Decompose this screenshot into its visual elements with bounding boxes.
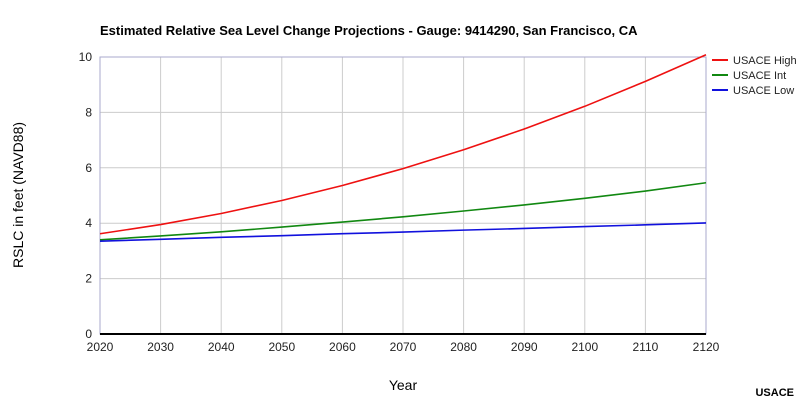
x-tick-label: 2070 bbox=[390, 340, 417, 354]
y-tick-labels: 0 2 4 6 8 10 bbox=[79, 50, 93, 341]
y-tick-label: 0 bbox=[85, 327, 92, 341]
y-tick-label: 10 bbox=[79, 50, 93, 64]
x-tick-label: 2050 bbox=[268, 340, 295, 354]
y-tick-label: 6 bbox=[85, 161, 92, 175]
y-tick-label: 8 bbox=[85, 105, 92, 119]
x-tick-label: 2110 bbox=[632, 340, 658, 354]
x-tick-label: 2020 bbox=[87, 340, 114, 354]
y-tick-label: 4 bbox=[85, 216, 92, 230]
x-tick-label: 2080 bbox=[450, 340, 477, 354]
legend-label-usace-int: USACE Int bbox=[733, 70, 786, 82]
series-line-usace-high bbox=[99, 54, 707, 235]
x-tick-label: 2090 bbox=[511, 340, 538, 354]
x-tick-label: 2100 bbox=[571, 340, 598, 354]
x-tick-labels: 2020 2030 2040 2050 2060 2070 2080 2090 2100 2110… bbox=[87, 340, 720, 354]
x-tick-label: 2040 bbox=[208, 340, 235, 354]
series-group bbox=[99, 54, 707, 242]
legend-label-usace-low: USACE Low bbox=[733, 85, 794, 97]
y-axis-label: RSLC in feet (NAVD88) bbox=[10, 122, 26, 268]
y-tick-label: 2 bbox=[85, 272, 92, 286]
credit-label: USACE bbox=[755, 387, 794, 399]
x-tick-label: 2030 bbox=[147, 340, 174, 354]
x-axis-label: Year bbox=[389, 377, 418, 393]
grid bbox=[100, 57, 706, 334]
series-line-usace-low bbox=[99, 222, 707, 242]
x-tick-label: 2060 bbox=[329, 340, 356, 354]
legend-label-usace-high: USACE High bbox=[733, 55, 797, 67]
chart-title: Estimated Relative Sea Level Change Proj… bbox=[100, 23, 638, 38]
series-line-usace-int bbox=[99, 181, 707, 241]
legend: USACE High USACE Int USACE Low bbox=[712, 55, 797, 97]
x-tick-label: 2120 bbox=[693, 340, 720, 354]
